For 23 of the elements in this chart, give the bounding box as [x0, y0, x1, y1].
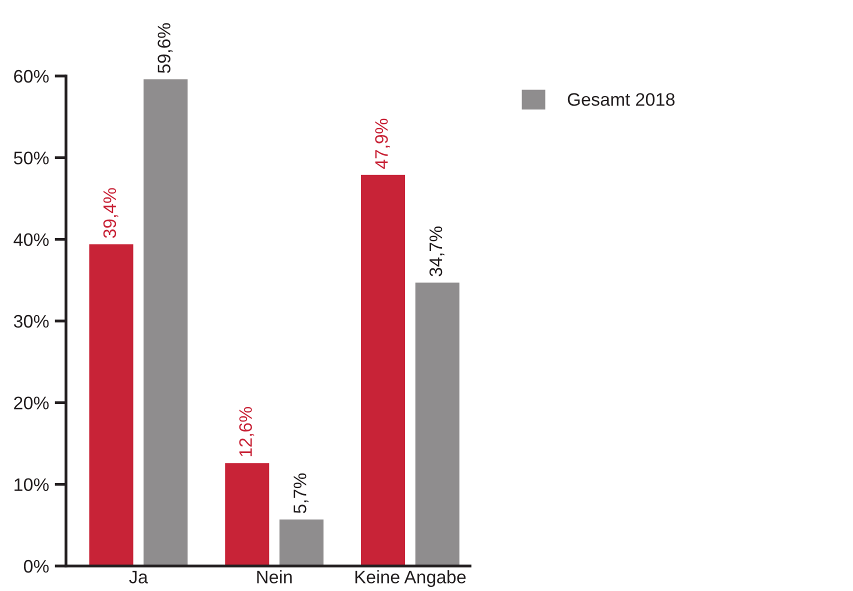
bar: [89, 244, 134, 566]
y-tick-label: 10%: [14, 478, 49, 492]
data-label: 47,9%: [375, 118, 390, 169]
x-tick-label: Ja: [129, 570, 148, 584]
bar: [361, 174, 406, 566]
bar: [225, 463, 270, 566]
x-tick-label: Nein: [257, 570, 292, 584]
data-label: 12,6%: [239, 406, 254, 456]
y-tick-label: 50%: [14, 152, 49, 164]
y-tick-label: 30%: [14, 314, 49, 328]
data-label: 34,7%: [429, 226, 444, 276]
x-tick-label: Keine Angabe: [355, 570, 466, 587]
data-label: 39,4%: [103, 188, 118, 238]
bar: [415, 282, 460, 566]
y-tick-label: 40%: [14, 233, 49, 246]
legend-label: Gesamt 2018: [568, 93, 675, 106]
y-tick-label: 0%: [24, 560, 49, 573]
bar: [144, 79, 188, 566]
bar: [279, 519, 324, 566]
data-label: 59,6%: [158, 23, 173, 73]
data-label: 5,7%: [294, 473, 308, 514]
y-tick-label: 20%: [14, 396, 49, 410]
y-tick-label: 60%: [14, 70, 49, 83]
